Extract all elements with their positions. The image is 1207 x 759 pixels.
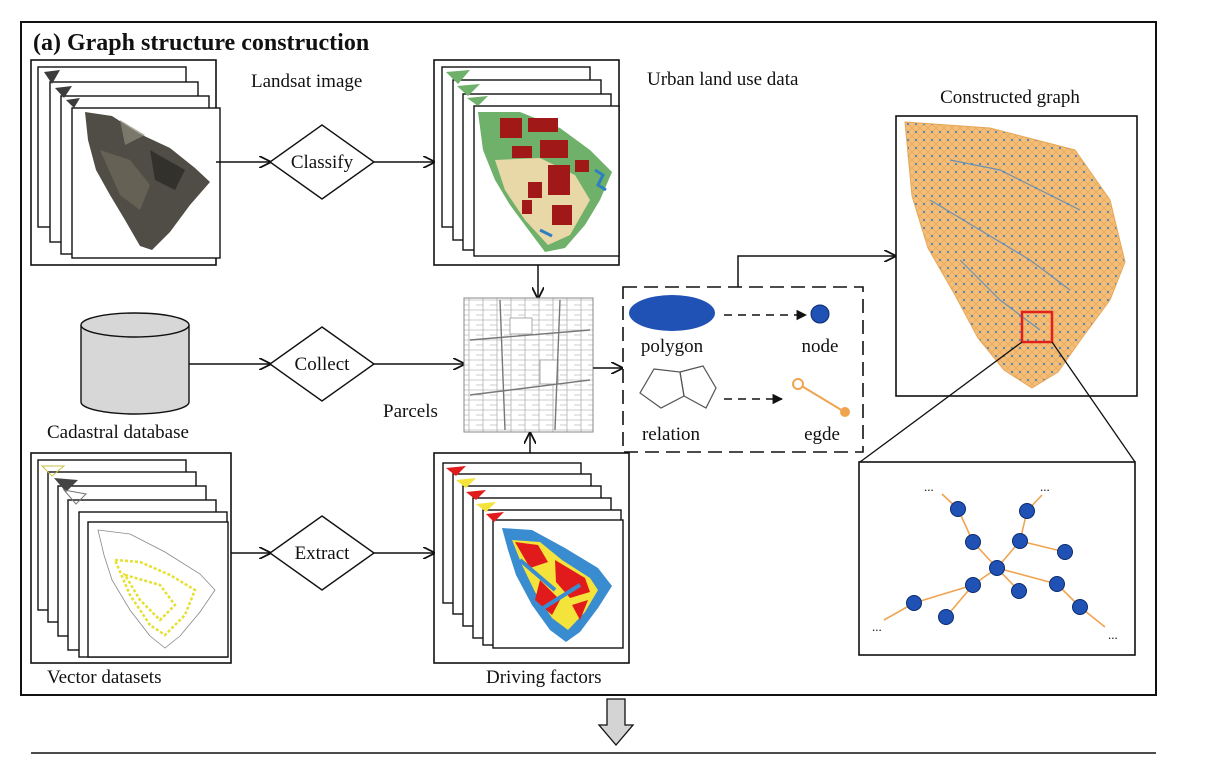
node-label: node xyxy=(802,336,839,357)
driving-factors-label: Driving factors xyxy=(486,667,602,688)
extract-operation xyxy=(268,515,376,591)
ellipsis-2: ... xyxy=(1040,479,1050,494)
vector-datasets-stack xyxy=(30,452,232,664)
relation-symbol xyxy=(639,365,717,409)
polygon-symbol xyxy=(629,295,715,331)
extract-label: Extract xyxy=(295,543,351,564)
cadastral-database-label: Cadastral database xyxy=(47,422,189,443)
collect-operation xyxy=(268,326,376,402)
classify-operation xyxy=(268,124,376,200)
graph-mapping-legend xyxy=(622,286,864,453)
landsat-image-label: Landsat image xyxy=(251,71,362,92)
landsat-image-map xyxy=(85,112,210,250)
classify-label: Classify xyxy=(291,152,354,173)
section-title: (a) Graph structure construction xyxy=(33,30,369,56)
polygon-label: polygon xyxy=(641,336,704,357)
ellipsis-3: ... xyxy=(872,619,882,634)
land-use-data-stack xyxy=(433,59,620,266)
edge-label: egde xyxy=(804,424,840,445)
collect-label: Collect xyxy=(295,354,351,375)
next-step-arrow xyxy=(597,698,635,747)
highlight-box xyxy=(1020,310,1054,344)
driving-factors-stack xyxy=(433,452,630,664)
section-frame xyxy=(20,21,1157,696)
zoomed-graph-box xyxy=(858,461,1136,656)
edge-symbol xyxy=(792,378,850,417)
ellipsis-4: ... xyxy=(1108,627,1118,642)
vector-datasets-label: Vector datasets xyxy=(47,667,161,688)
ellipsis-1: ... xyxy=(924,479,934,494)
land-use-label: Urban land use data xyxy=(647,69,799,90)
parcels-label: Parcels xyxy=(383,401,438,422)
constructed-graph-label: Constructed graph xyxy=(940,87,1080,108)
relation-label: relation xyxy=(642,424,701,445)
vector-map xyxy=(97,529,216,649)
landsat-image-stack xyxy=(30,59,221,266)
zoomed-graph-nodes xyxy=(906,501,1088,625)
parcels-map xyxy=(463,297,594,433)
cadastral-database-icon xyxy=(80,312,190,415)
constructed-graph-map xyxy=(904,121,1126,389)
node-symbol xyxy=(810,304,830,324)
